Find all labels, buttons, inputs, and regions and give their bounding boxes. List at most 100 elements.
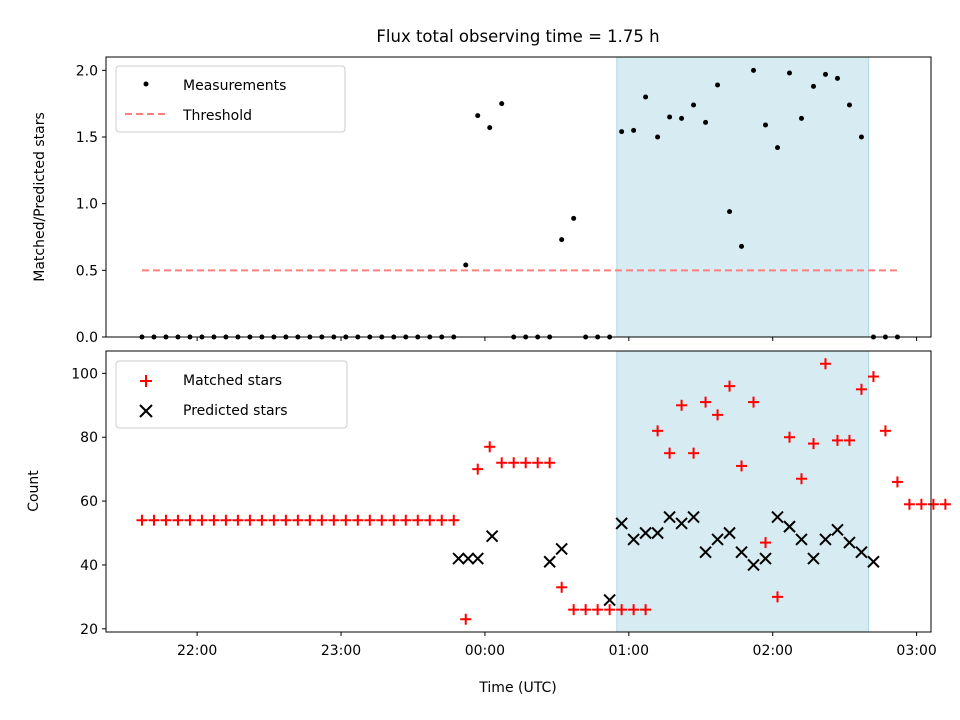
x-tick-label: 00:00: [465, 643, 505, 659]
matched-star-point: [400, 514, 412, 526]
predicted-star-point: [603, 593, 616, 607]
matched-star-point: [712, 409, 724, 421]
matched-star-point: [640, 604, 652, 616]
matched-star-point: [652, 425, 664, 437]
measurement-point: [798, 115, 804, 121]
measurement-point: [475, 113, 481, 119]
x-tick-label: 01:00: [609, 643, 649, 659]
measurement-point: [763, 122, 769, 128]
legend-measurements-marker: [143, 81, 149, 87]
measurement-point: [715, 82, 721, 88]
predicted-star-point: [663, 510, 676, 524]
measurement-point: [822, 71, 828, 77]
predicted-star-point: [771, 510, 784, 524]
matched-star-point: [736, 460, 748, 472]
matched-star-point: [664, 447, 676, 459]
matched-star-point: [891, 476, 903, 488]
matched-star-point: [256, 514, 268, 526]
legend-measurements-label: Measurements: [183, 78, 286, 94]
top-legend: Measurements Threshold: [115, 65, 346, 133]
y-tick-label: 60: [80, 494, 98, 510]
legend-matched-label: Matched stars: [183, 373, 282, 389]
y-tick-label: 2.0: [76, 63, 98, 79]
matched-star-point: [364, 514, 376, 526]
matched-star-point: [927, 498, 939, 510]
y-tick-label: 100: [71, 366, 98, 382]
predicted-star-point: [461, 552, 475, 565]
predicted-star-point: [555, 542, 568, 556]
matched-star-point: [424, 514, 436, 526]
x-tick-label: 22:00: [177, 643, 217, 659]
predicted-star-point: [831, 523, 844, 537]
chart-title: Flux total observing time = 1.75 h: [376, 27, 659, 46]
measurement-point: [858, 134, 864, 140]
predicted-star-point: [543, 555, 556, 568]
predicted-star-point: [747, 558, 760, 572]
x-tick-label: 03:00: [896, 643, 936, 659]
predicted-star-point: [639, 526, 652, 540]
matched-star-point: [676, 399, 688, 411]
matched-star-point: [807, 438, 819, 450]
matched-star-point: [688, 447, 700, 459]
matched-star-point: [136, 514, 148, 526]
x-axis-label: Time (UTC): [478, 680, 556, 696]
top-panel: 0.00.51.01.52.0 Matched/Predicted stars …: [32, 56, 932, 346]
matched-star-point: [616, 604, 628, 616]
matched-star-point: [304, 514, 316, 526]
predicted-star-point: [867, 555, 880, 568]
matched-star-point: [568, 604, 580, 616]
matched-star-point: [328, 514, 340, 526]
top-panel-frame: [105, 56, 932, 338]
observing-span-rect: [616, 56, 870, 338]
top-legend-box: [115, 65, 346, 133]
matched-star-point: [340, 514, 352, 526]
matched-star-point: [760, 537, 772, 549]
predicted-star-point: [735, 545, 748, 559]
matched-star-point: [268, 514, 280, 526]
observing-span-bottom: [616, 350, 870, 633]
matched-star-point: [855, 383, 867, 395]
top-y-axis-label: Matched/Predicted stars: [32, 112, 48, 282]
predicted-star-point: [699, 545, 712, 559]
matched-star-point: [544, 457, 556, 469]
matched-star-point: [484, 441, 496, 453]
predicted-star-point: [723, 526, 736, 540]
matched-star-point: [196, 514, 208, 526]
measurement-point: [810, 83, 816, 89]
predicted-star-point: [759, 552, 772, 565]
y-tick-label: 40: [80, 558, 98, 574]
measurement-point: [655, 134, 661, 140]
matched-star-point: [232, 514, 244, 526]
matched-star-point: [460, 613, 472, 625]
matched-star-point: [700, 396, 712, 408]
bottom-y-axis-label: Count: [26, 470, 42, 512]
measurement-point: [739, 243, 745, 249]
matched-star-point: [388, 514, 400, 526]
predicted-star-point: [711, 533, 724, 546]
legend-predicted-marker: [139, 404, 153, 418]
matched-star-point: [915, 498, 927, 510]
matched-star-point: [448, 514, 460, 526]
measurement-point: [643, 94, 649, 100]
predicted-star-point: [651, 526, 664, 540]
matched-star-point: [867, 371, 879, 383]
matched-star-point: [724, 380, 736, 392]
measurement-point: [487, 125, 493, 131]
measurement-point: [499, 101, 505, 107]
measurement-point: [787, 70, 793, 76]
matched-star-point: [819, 358, 831, 370]
matched-star-point: [184, 514, 196, 526]
matched-star-point: [939, 498, 951, 510]
matched-star-point: [843, 434, 855, 446]
matched-star-point: [220, 514, 232, 526]
measurement-point: [751, 67, 757, 73]
matched-star-point: [208, 514, 220, 526]
matched-star-point: [795, 473, 807, 485]
y-tick-label: 80: [80, 430, 98, 446]
matched-star-point: [376, 514, 388, 526]
matched-star-point: [628, 604, 640, 616]
measurement-point: [834, 75, 840, 81]
bottom-legend: Matched stars Predicted stars: [115, 360, 348, 429]
y-tick-label: 20: [80, 622, 98, 638]
